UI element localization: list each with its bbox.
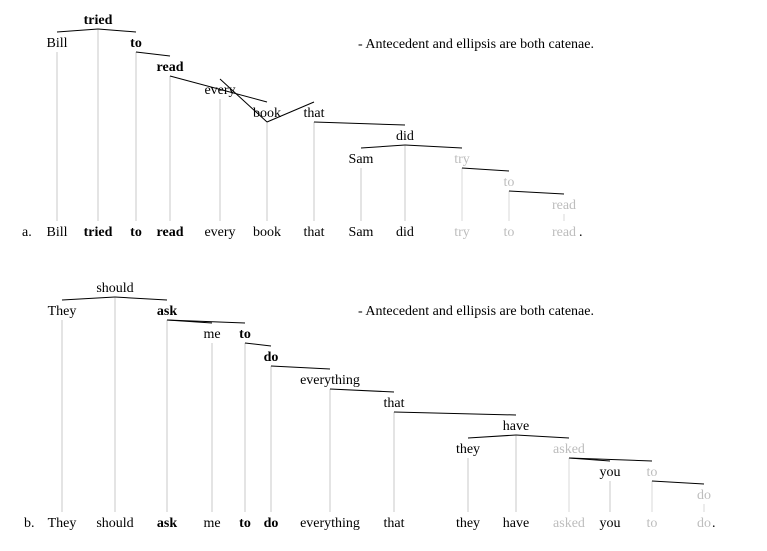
tree-node-should: should	[96, 281, 133, 296]
sentence-word-to: to	[504, 225, 515, 240]
tree-node-to: to	[130, 36, 142, 51]
dependency-edge-did-try	[404, 144, 463, 149]
tree-b-canvas: - Antecedent and ellipsis are both caten…	[24, 281, 716, 531]
sentence-period: .	[712, 516, 716, 531]
tree-node-they: They	[48, 304, 77, 319]
dependency-tree-a: - Antecedent and ellipsis are both caten…	[0, 0, 767, 260]
sentence-word-should: should	[96, 516, 133, 531]
tree-node-did: did	[396, 129, 414, 144]
tree-node-to: to	[647, 465, 658, 480]
sentence-word-everything: everything	[300, 516, 360, 531]
sentence-word-read: read	[552, 225, 576, 240]
dependency-edge-have-asked	[515, 434, 570, 439]
sentence-word-to: to	[239, 516, 251, 531]
sentence-word-book: book	[253, 225, 281, 240]
dependency-edge-should-ask	[114, 296, 168, 301]
sentence-word-sam: Sam	[349, 225, 374, 240]
dependency-edge-book-every	[219, 78, 268, 123]
tree-node-read: read	[552, 198, 576, 213]
sentence-word-read: read	[157, 225, 184, 240]
dependency-edge-ask-to	[166, 319, 246, 324]
sentence-word-to: to	[130, 225, 142, 240]
sentence-word-do: do	[264, 516, 279, 531]
sentence-word-asked: asked	[553, 516, 585, 531]
dependency-edge-tried-bill	[56, 28, 99, 33]
sentence-word-you: you	[600, 516, 621, 531]
dependency-edge-read-book	[169, 75, 268, 103]
tree-node-try: try	[454, 152, 470, 167]
tree-node-me: me	[203, 327, 220, 342]
tree-node-everything: everything	[300, 373, 360, 388]
sentence-word-they: they	[456, 516, 480, 531]
sentence-word-did: did	[396, 225, 414, 240]
sentence-word-me: me	[203, 516, 220, 531]
sentence-word-they: They	[48, 516, 77, 531]
tree-node-ask: ask	[157, 304, 177, 319]
tree-node-to: to	[239, 327, 251, 342]
sentence-word-do: do	[697, 516, 711, 531]
dependency-edge-to-read	[508, 190, 565, 195]
dependency-edge-that-have	[393, 411, 517, 416]
sentence-word-that: that	[384, 516, 405, 531]
tree-node-that: that	[304, 106, 325, 121]
tree-node-book: book	[253, 106, 281, 121]
sentence-word-every: every	[204, 225, 235, 240]
dependency-edge-to-do	[244, 342, 272, 347]
sentence-period: .	[579, 225, 583, 240]
tree-node-that: that	[384, 396, 405, 411]
dependency-edge-asked-to	[568, 457, 653, 462]
sentence-word-to: to	[647, 516, 658, 531]
sentence-word-that: that	[304, 225, 325, 240]
tree-node-have: have	[503, 419, 529, 434]
tree-b-label: b.	[24, 516, 35, 531]
tree-node-sam: Sam	[349, 152, 374, 167]
tree-node-read: read	[157, 60, 184, 75]
dependency-edge-to-read	[135, 51, 171, 57]
tree-node-tried: tried	[84, 13, 113, 28]
sentence-word-have: have	[503, 516, 529, 531]
dependency-tree-b: - Antecedent and ellipsis are both caten…	[0, 270, 767, 551]
dependency-edge-book-that	[266, 101, 315, 123]
dependency-edge-tried-to	[97, 28, 137, 33]
dependency-edge-that-did	[313, 121, 406, 126]
sentence-word-try: try	[454, 225, 470, 240]
tree-node-bill: Bill	[46, 36, 67, 51]
sentence-word-tried: tried	[84, 225, 113, 240]
tree-node-asked: asked	[553, 442, 585, 457]
dependency-edge-did-sam	[360, 144, 406, 149]
tree-node-every: every	[204, 83, 235, 98]
dependency-edge-try-to	[461, 167, 510, 172]
dependency-edge-have-they	[467, 434, 517, 439]
tree-a-note: - Antecedent and ellipsis are both caten…	[358, 37, 594, 52]
tree-node-do: do	[697, 488, 711, 503]
dependency-edge-should-they	[61, 296, 116, 301]
sentence-word-ask: ask	[157, 516, 177, 531]
tree-node-you: you	[600, 465, 621, 480]
tree-node-do: do	[264, 350, 279, 365]
dependency-edge-do-everything	[270, 365, 331, 370]
dependency-edge-everything-that	[329, 388, 395, 393]
sentence-word-bill: Bill	[46, 225, 67, 240]
tree-node-to: to	[504, 175, 515, 190]
tree-a-canvas: - Antecedent and ellipsis are both caten…	[22, 13, 594, 240]
tree-b-note: - Antecedent and ellipsis are both caten…	[358, 304, 594, 319]
tree-node-they: they	[456, 442, 480, 457]
dependency-edge-to-do	[651, 480, 705, 485]
tree-a-label: a.	[22, 225, 32, 240]
